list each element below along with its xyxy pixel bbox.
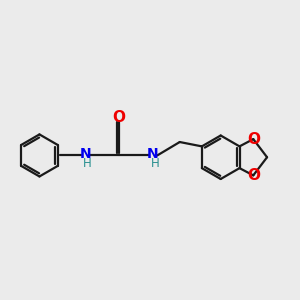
Text: O: O xyxy=(113,110,126,125)
Text: O: O xyxy=(247,168,260,183)
Text: N: N xyxy=(80,147,91,161)
Text: O: O xyxy=(247,132,260,147)
Text: H: H xyxy=(82,157,91,170)
Text: H: H xyxy=(151,157,159,170)
Text: N: N xyxy=(147,147,159,161)
